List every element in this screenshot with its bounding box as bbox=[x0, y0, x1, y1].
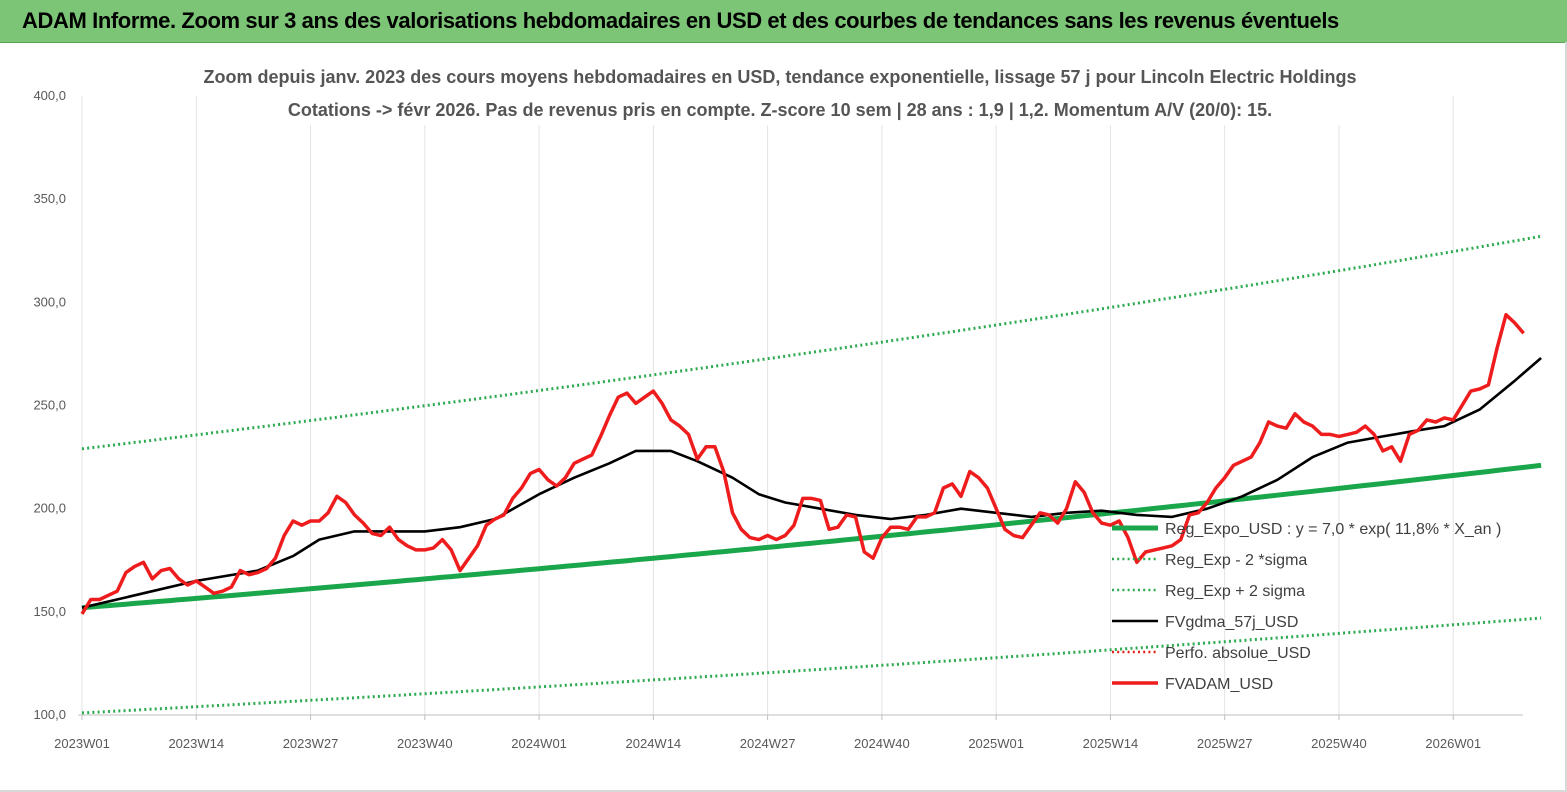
x-tick-label: 2026W01 bbox=[1425, 736, 1481, 751]
vertical-gridlines bbox=[81, 96, 1454, 715]
legend: Reg_Expo_USD : y = 7,0 * exp( 11,8% * X_… bbox=[1112, 521, 1501, 693]
series-line-3 bbox=[81, 357, 1542, 609]
legend-label: Reg_Exp + 2 sigma bbox=[1165, 583, 1305, 600]
chart-subtitle: Cotations -> févr 2026. Pas de revenus p… bbox=[288, 100, 1272, 120]
x-tick-label: 2024W01 bbox=[511, 736, 567, 751]
series-line-0 bbox=[81, 462, 1542, 611]
legend-label: Perfo. absolue_USD bbox=[1165, 645, 1311, 662]
report-title: ADAM Informe. Zoom sur 3 ans des valoris… bbox=[22, 8, 1339, 33]
x-tick-label: 2025W01 bbox=[968, 736, 1024, 751]
legend-label: FVgdma_57j_USD bbox=[1165, 614, 1298, 631]
chart-frame bbox=[0, 42, 1567, 792]
y-tick-label: 400,0 bbox=[33, 88, 66, 103]
y-tick-label: 150,0 bbox=[33, 604, 66, 619]
x-tick-label: 2025W40 bbox=[1311, 736, 1367, 751]
series-line-1 bbox=[81, 616, 1542, 715]
legend-label: Reg_Expo_USD : y = 7,0 * exp( 11,8% * X_… bbox=[1165, 521, 1501, 538]
x-tick-label: 2023W01 bbox=[54, 736, 110, 751]
x-axis-ticks: 2023W01 2023W14 2023W27 2023W40 2024W01 2024W… bbox=[54, 714, 1523, 751]
series-layer bbox=[80, 234, 1542, 715]
x-tick-label: 2024W27 bbox=[740, 736, 796, 751]
series-line-2 bbox=[81, 234, 1542, 451]
y-axis-ticks: 100,0 150,0 200,0 250,0 300,0 350,0 400,0 bbox=[33, 88, 66, 722]
series-line-5 bbox=[80, 312, 1525, 615]
x-tick-label: 2024W40 bbox=[854, 736, 910, 751]
y-tick-label: 250,0 bbox=[33, 398, 66, 413]
legend-label: FVADAM_USD bbox=[1165, 676, 1273, 693]
x-tick-label: 2023W27 bbox=[283, 736, 339, 751]
y-tick-label: 300,0 bbox=[33, 294, 66, 309]
chart-title: Zoom depuis janv. 2023 des cours moyens … bbox=[204, 67, 1357, 87]
x-tick-label: 2024W14 bbox=[626, 736, 682, 751]
x-tick-label: 2025W27 bbox=[1197, 736, 1253, 751]
x-tick-label: 2025W14 bbox=[1083, 736, 1139, 751]
y-tick-label: 100,0 bbox=[33, 707, 66, 722]
y-tick-label: 350,0 bbox=[33, 191, 66, 206]
x-tick-label: 2023W40 bbox=[397, 736, 453, 751]
y-tick-label: 200,0 bbox=[33, 501, 66, 516]
title-backdrop bbox=[221, 63, 1346, 125]
legend-label: Reg_Exp - 2 *sigma bbox=[1165, 552, 1307, 569]
x-tick-label: 2023W14 bbox=[168, 736, 224, 751]
report-banner: ADAM Informe. Zoom sur 3 ans des valoris… bbox=[0, 0, 1567, 43]
